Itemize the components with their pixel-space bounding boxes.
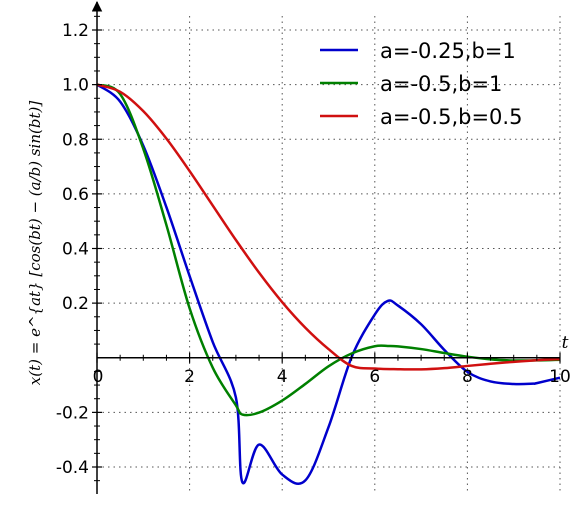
ticks bbox=[92, 15, 561, 482]
y-tick-label: 1.2 bbox=[62, 21, 89, 41]
series-layer bbox=[96, 83, 561, 485]
y-tick-label: 0.6 bbox=[62, 185, 89, 205]
x-tick-label: 4 bbox=[277, 367, 288, 387]
legend: a=-0.25,b=1 a=-0.5,b=1 a=-0.5,b=0.5 bbox=[320, 39, 522, 129]
legend-label-3: a=-0.5,b=0.5 bbox=[380, 105, 522, 129]
x-axis-label: t bbox=[562, 333, 569, 353]
x-tick-label: 10 bbox=[549, 367, 571, 387]
x-tick-label: 0 bbox=[93, 367, 104, 387]
x-tick-label: 6 bbox=[369, 367, 380, 387]
y-tick-label: 0.2 bbox=[62, 294, 89, 314]
series-line-1 bbox=[96, 83, 561, 485]
legend-label-2: a=-0.5,b=1 bbox=[380, 72, 502, 96]
y-tick-label: -0.2 bbox=[56, 403, 89, 423]
tick-labels: 0 2 4 6 8 10 -0.4 -0.2 0.2 0.4 0.6 0.8 1.0 1.2 bbox=[56, 21, 571, 478]
x-tick-label: 8 bbox=[462, 367, 473, 387]
y-axis-label: x(t) = e^{at} [cos(bt) − (a/b) sin(bt)] bbox=[26, 101, 44, 386]
y-tick-label: 1.0 bbox=[62, 76, 89, 96]
y-tick-label: 0.8 bbox=[62, 130, 89, 150]
y-tick-label: 0.4 bbox=[62, 240, 89, 260]
series-line-3 bbox=[96, 83, 561, 371]
series-line-2 bbox=[96, 83, 561, 417]
x-tick-label: 2 bbox=[184, 367, 195, 387]
y-tick-label: -0.4 bbox=[56, 458, 89, 478]
legend-label-1: a=-0.25,b=1 bbox=[380, 39, 516, 63]
